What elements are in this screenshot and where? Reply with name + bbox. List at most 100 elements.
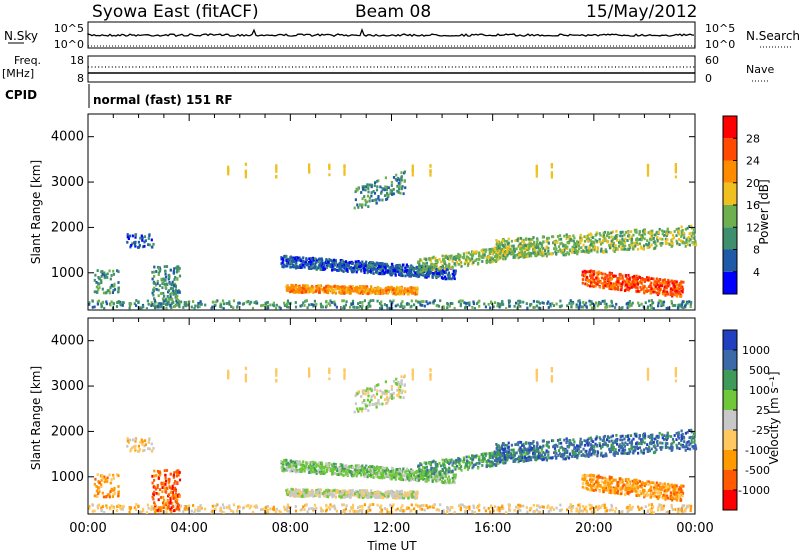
data-point (466, 505, 469, 509)
data-point (319, 461, 322, 465)
data-point (281, 265, 284, 268)
data-point (491, 257, 494, 261)
data-point (686, 237, 689, 240)
cpid-label: CPID (5, 88, 37, 102)
data-point (392, 288, 395, 292)
data-point (117, 474, 120, 478)
data-point (156, 265, 160, 269)
data-point (537, 252, 540, 255)
data-point (616, 285, 619, 289)
data-point (146, 503, 149, 507)
data-point (294, 509, 298, 513)
data-point (358, 262, 361, 266)
data-point (484, 248, 487, 252)
data-point (152, 485, 155, 489)
data-point (401, 186, 404, 190)
data-point (538, 506, 541, 509)
data-point (151, 474, 154, 478)
data-point (163, 283, 166, 286)
data-point (508, 305, 511, 308)
data-point (383, 262, 386, 266)
data-point (425, 258, 428, 262)
data-point (359, 469, 362, 472)
data-point (142, 509, 145, 513)
data-point (496, 258, 500, 261)
data-point (643, 237, 646, 241)
data-point (402, 263, 405, 267)
data-point (678, 303, 682, 307)
power-ylabel: Slant Range [km] (29, 160, 43, 264)
data-point (293, 288, 296, 292)
data-point (608, 244, 611, 247)
data-point (626, 284, 629, 287)
data-point (366, 470, 369, 474)
data-point (624, 230, 627, 234)
data-point (660, 503, 663, 507)
data-point (302, 505, 305, 509)
data-point (366, 475, 369, 479)
data-point (422, 504, 425, 507)
data-point (155, 283, 158, 287)
data-point (677, 303, 680, 307)
data-point (535, 304, 538, 308)
data-point (389, 192, 392, 195)
data-point (451, 476, 454, 480)
data-point (360, 510, 364, 514)
data-point (431, 276, 434, 279)
data-point (665, 281, 668, 284)
data-point (585, 270, 588, 274)
data-point (352, 266, 355, 270)
data-point (664, 242, 667, 245)
data-point (693, 233, 696, 237)
data-point (112, 493, 115, 496)
data-point (422, 273, 425, 277)
data-point (315, 259, 318, 263)
data-point (299, 289, 302, 293)
data-point (97, 299, 101, 303)
data-point (148, 234, 151, 238)
data-point (577, 305, 580, 309)
data-point (99, 474, 103, 478)
data-point (387, 193, 390, 197)
data-point (406, 302, 409, 305)
data-point (290, 466, 294, 469)
data-point (643, 278, 647, 282)
data-point (145, 511, 148, 514)
data-point (117, 494, 120, 498)
data-point (159, 509, 162, 513)
data-point (343, 168, 346, 171)
data-point (657, 505, 660, 509)
data-point (603, 506, 606, 510)
data-point (631, 279, 634, 283)
data-point (463, 505, 466, 509)
data-point (332, 265, 335, 269)
data-point (312, 470, 315, 474)
data-point (285, 254, 288, 258)
data-point (341, 503, 344, 507)
data-point (580, 250, 583, 253)
data-point (562, 253, 565, 257)
data-point (670, 505, 673, 509)
data-point (183, 303, 186, 307)
data-point (403, 287, 406, 290)
data-point (273, 508, 276, 512)
data-point (311, 460, 314, 464)
data-point (91, 305, 94, 309)
data-point (375, 188, 379, 192)
data-point (525, 253, 528, 256)
data-point (577, 250, 580, 253)
data-point (397, 270, 400, 273)
data-point (348, 291, 351, 294)
data-point (663, 230, 666, 234)
data-point (364, 268, 367, 272)
data-point (501, 301, 504, 305)
data-point (214, 303, 217, 307)
data-point (285, 259, 288, 262)
data-point (366, 304, 369, 308)
data-point (345, 266, 348, 270)
data-point (135, 304, 138, 307)
data-point (459, 304, 462, 308)
data-point (491, 252, 494, 255)
data-point (652, 307, 655, 310)
data-point (517, 299, 520, 303)
